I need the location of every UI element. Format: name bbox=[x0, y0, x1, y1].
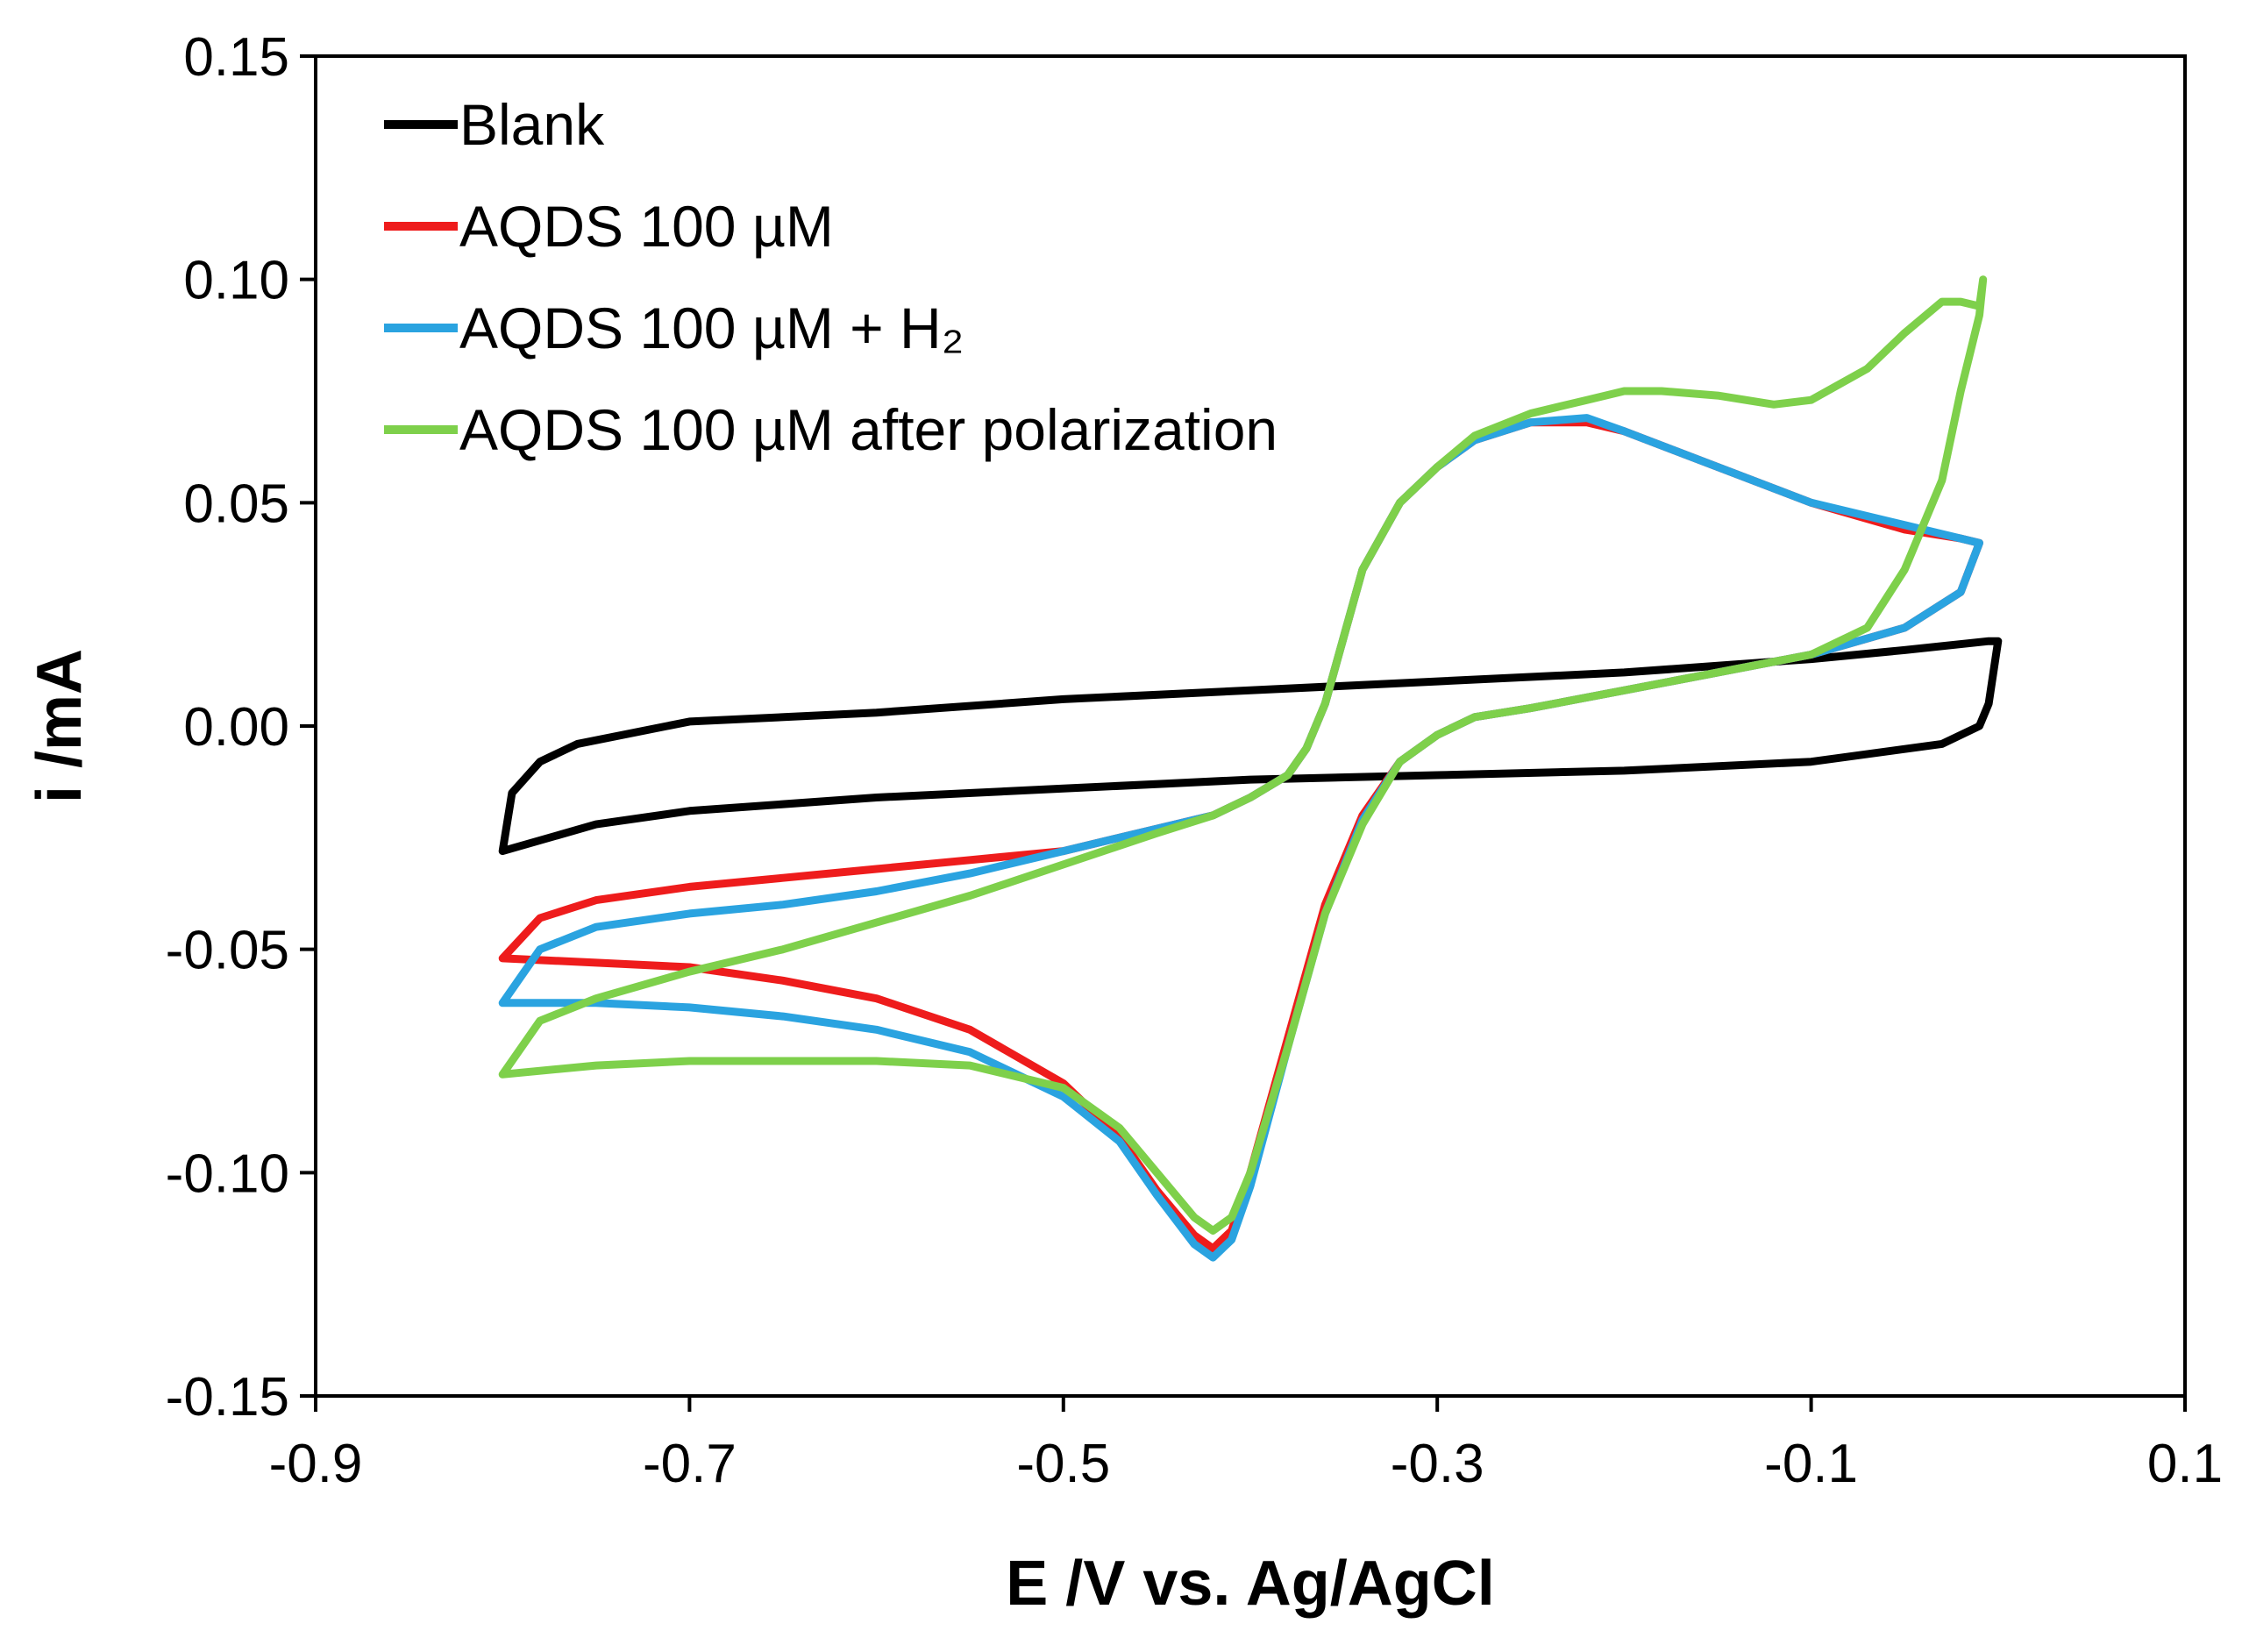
y-axis-ticks: -0.15 -0.10 -0.05 0.00 0.05 0.10 0.15 bbox=[166, 27, 316, 1428]
series-line-4 bbox=[498, 275, 1988, 1235]
legend-label-1: Blank bbox=[459, 92, 605, 157]
series-line-3 bbox=[498, 414, 1983, 1262]
y-axis-label: i /mA bbox=[25, 649, 95, 803]
y-tick-label: 0.05 bbox=[183, 474, 289, 534]
y-tick-label: -0.10 bbox=[166, 1143, 289, 1204]
x-axis-label: E /V vs. Ag/AgCl bbox=[1006, 1549, 1494, 1619]
x-axis-ticks: -0.9 -0.7 -0.5 -0.3 -0.1 0.1 bbox=[269, 1396, 2223, 1494]
x-tick-label: 0.1 bbox=[2147, 1434, 2223, 1494]
legend-label-4: AQDS 100 µM after polarization bbox=[459, 397, 1278, 462]
series-lines bbox=[498, 275, 2003, 1262]
legend-label-2: AQDS 100 µM bbox=[459, 194, 834, 259]
x-tick-label: -0.9 bbox=[269, 1434, 363, 1494]
x-tick-label: -0.1 bbox=[1764, 1434, 1858, 1494]
y-tick-label: 0.15 bbox=[183, 27, 289, 88]
legend-label-3: AQDS 100 µM + H₂ bbox=[459, 296, 964, 360]
y-tick-label: -0.05 bbox=[166, 921, 289, 981]
x-tick-label: -0.3 bbox=[1391, 1434, 1484, 1494]
y-tick-label: 0.00 bbox=[183, 697, 289, 758]
x-tick-label: -0.5 bbox=[1016, 1434, 1110, 1494]
y-tick-label: -0.15 bbox=[166, 1367, 289, 1428]
series-line-2 bbox=[498, 418, 1983, 1253]
series-line-1 bbox=[498, 637, 2003, 856]
x-tick-label: -0.7 bbox=[643, 1434, 737, 1494]
y-tick-label: 0.10 bbox=[183, 251, 289, 311]
legend: Blank AQDS 100 µM AQDS 100 µM + H₂ AQDS 100… bbox=[384, 92, 1278, 462]
